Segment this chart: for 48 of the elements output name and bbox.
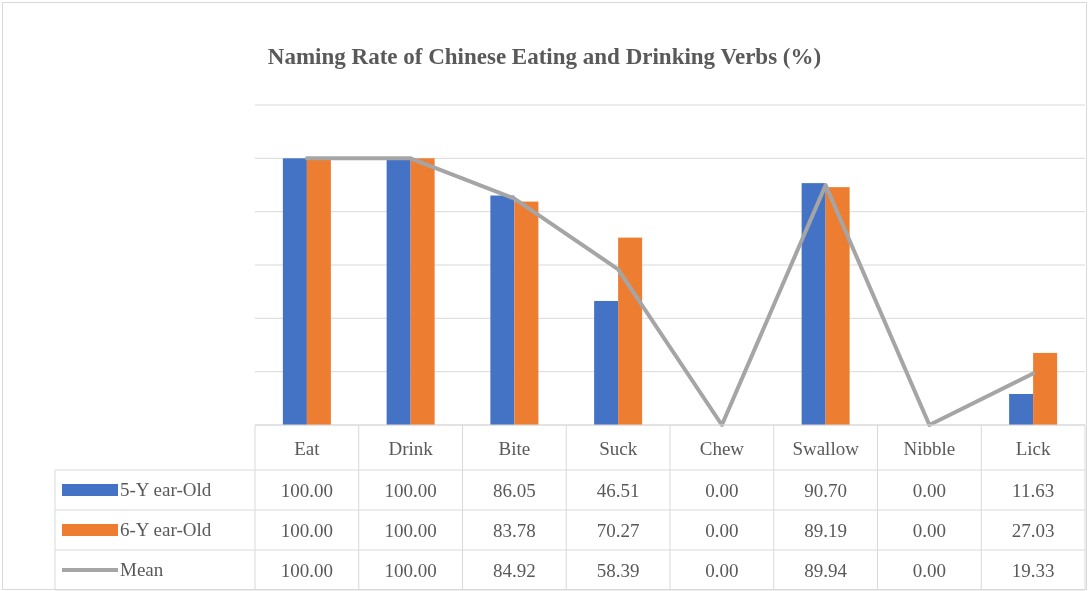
- legend-label: Mean: [120, 559, 164, 580]
- data-label: 0.00: [912, 560, 946, 581]
- chart-title: Naming Rate of Chinese Eating and Drinking Verbs (%): [267, 44, 822, 69]
- data-label: 0.00: [705, 480, 739, 501]
- data-label: 83.78: [493, 520, 536, 541]
- x-tick-label: Eat: [294, 438, 321, 459]
- data-label: 100.00: [384, 480, 437, 501]
- data-label: 90.70: [804, 480, 847, 501]
- data-label: 100.00: [280, 560, 333, 581]
- data-label: 27.03: [1011, 520, 1055, 541]
- bar: [386, 158, 411, 425]
- data-label: 100.00: [280, 480, 333, 501]
- bar: [594, 300, 619, 425]
- data-label: 100.00: [384, 520, 437, 541]
- x-tick-label: Bite: [498, 438, 531, 459]
- data-label: 70.27: [596, 520, 640, 541]
- bar: [306, 158, 331, 425]
- data-label: 11.63: [1012, 480, 1055, 501]
- data-label: 0.00: [912, 520, 946, 541]
- bar: [490, 195, 515, 425]
- legend-label: 5-Y ear-Old: [120, 479, 212, 500]
- data-label: 89.94: [804, 560, 848, 581]
- x-tick-label: Suck: [599, 438, 638, 459]
- data-label: 46.51: [596, 480, 640, 501]
- x-tick-label: Lick: [1015, 438, 1052, 459]
- legend-label: 6-Y ear-Old: [120, 519, 212, 540]
- data-label: 89.19: [804, 520, 847, 541]
- bar: [514, 201, 539, 425]
- data-label: 0.00: [705, 560, 739, 581]
- data-label: 100.00: [280, 520, 333, 541]
- data-label: 86.05: [493, 480, 536, 501]
- data-label: 19.33: [1011, 560, 1055, 581]
- bar: [801, 183, 826, 425]
- x-tick-label: Swallow: [792, 438, 860, 459]
- data-label: 100.00: [384, 560, 437, 581]
- bar: [1033, 352, 1058, 425]
- bar: [282, 158, 307, 425]
- bar: [825, 187, 850, 425]
- bar: [410, 158, 435, 425]
- x-tick-label: Drink: [388, 438, 434, 459]
- data-label: 84.92: [493, 560, 536, 581]
- bar: [1009, 393, 1034, 425]
- x-tick-label: Nibble: [903, 438, 956, 459]
- data-label: 0.00: [912, 480, 946, 501]
- x-tick-label: Chew: [699, 438, 745, 459]
- bar: [618, 237, 643, 425]
- data-label: 58.39: [596, 560, 640, 581]
- data-label: 0.00: [705, 520, 739, 541]
